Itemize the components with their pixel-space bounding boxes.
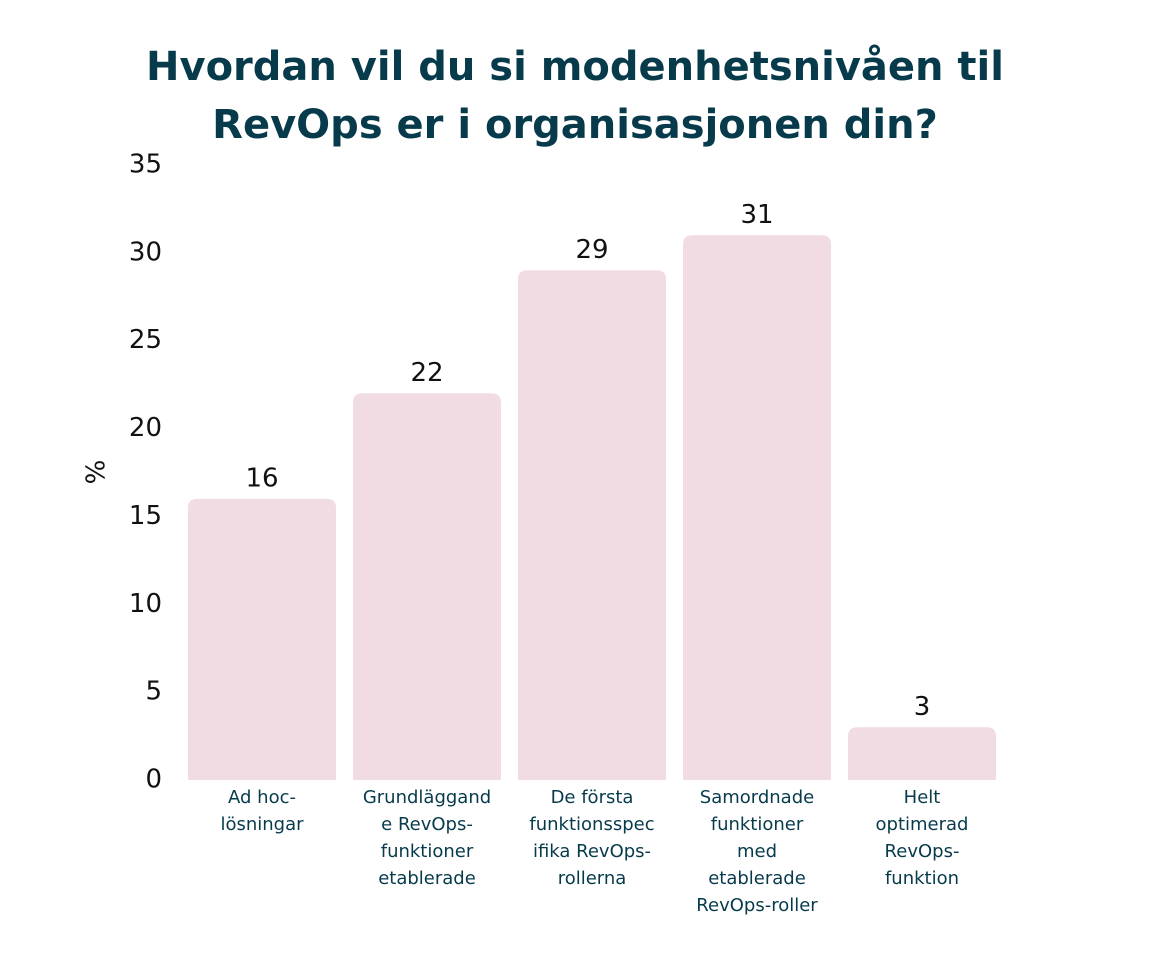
bar [848,727,996,780]
y-tick-label: 10 [129,589,162,619]
bar [353,393,501,780]
bar [683,235,831,781]
bar [518,270,666,780]
y-tick-label: 20 [129,413,162,443]
x-tick-label: Grundläggande RevOps-funktioner etablera… [362,787,492,889]
value-label: 22 [410,358,443,388]
x-tick-label: Samordnade funktioner med etablerade Rev… [696,787,818,916]
y-tick-label: 15 [129,501,162,531]
value-label: 16 [245,463,278,493]
bar [188,498,336,780]
value-label: 3 [914,692,931,722]
y-axis-label: % [82,460,112,485]
value-label: 29 [575,235,608,265]
y-tick-label: 30 [129,237,162,267]
value-label: 31 [740,200,773,230]
y-tick-label: 25 [129,325,162,355]
x-tick-label: Ad hoc-lösningar [220,787,304,835]
x-tick-label: Helt optimerad RevOps-funktion [875,787,969,889]
chart-title: Hvordan vil du si modenhetsnivåen til Re… [146,44,1004,148]
y-tick-label: 5 [145,677,162,707]
y-tick-label: 0 [145,765,162,795]
y-tick-label: 35 [129,150,162,180]
x-tick-label: De första funktionsspecifika RevOps-roll… [529,787,655,889]
